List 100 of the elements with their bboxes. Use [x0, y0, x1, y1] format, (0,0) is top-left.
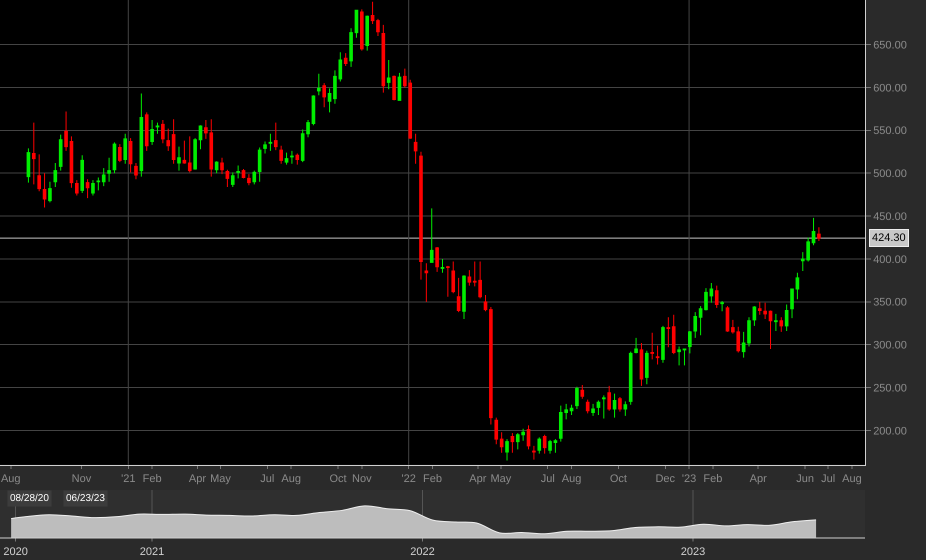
- candlestick: [430, 208, 434, 263]
- candlestick: [279, 145, 283, 164]
- candlestick: [156, 122, 160, 134]
- candlestick: [602, 394, 606, 419]
- candlestick: [618, 396, 622, 412]
- candlestick: [693, 312, 698, 338]
- candlestick: [209, 118, 214, 178]
- candlestick: [268, 133, 272, 152]
- candlestick: [263, 141, 267, 154]
- candlestick: [26, 148, 30, 184]
- candlestick: [424, 262, 428, 302]
- candlestick: [177, 146, 181, 172]
- text: 06/23/23: [66, 493, 106, 504]
- candlestick: [144, 112, 149, 152]
- candlestick: [472, 261, 477, 287]
- candlestick: [365, 14, 370, 52]
- candlestick: [118, 144, 122, 163]
- x-tick-label: May: [490, 473, 512, 485]
- candlestick: [586, 399, 590, 414]
- candlestick: [542, 434, 546, 454]
- candlestick: [247, 174, 251, 186]
- candlestick: [784, 304, 788, 332]
- candlestick: [284, 152, 288, 166]
- candlestick: [274, 122, 278, 151]
- candlestick: [58, 134, 63, 172]
- candlestick: [42, 172, 46, 208]
- candlestick: [720, 300, 724, 312]
- candlestick: [37, 154, 41, 192]
- candlestick: [150, 120, 154, 146]
- x-tick-label: 2020: [3, 546, 28, 558]
- x-tick-label: Jul: [540, 473, 555, 485]
- candlestick: [128, 138, 132, 173]
- candlestick: [612, 393, 616, 418]
- candlestick: [295, 153, 300, 166]
- candlestick: [290, 150, 294, 164]
- candlestick: [403, 68, 407, 88]
- x-tick-label: 2023: [680, 546, 706, 558]
- x-tick-label: Apr: [188, 473, 206, 485]
- y-tick-label: 450.00: [873, 210, 907, 223]
- x-tick-label: Feb: [142, 473, 162, 485]
- candlestick: [575, 386, 579, 410]
- y-tick-label: 650.00: [873, 39, 907, 52]
- candlestick: [32, 122, 36, 185]
- candlestick: [779, 316, 784, 332]
- candlestick: [188, 136, 192, 173]
- x-tick-label: Jul: [821, 473, 836, 485]
- y-tick-label: 300.00: [873, 340, 907, 352]
- candlestick: [419, 151, 423, 280]
- candlestick: [688, 330, 692, 354]
- candlestick: [526, 424, 530, 450]
- x-tick-label: Jun: [796, 473, 814, 485]
- x-tick-label: Feb: [703, 473, 722, 485]
- candlestick: [182, 140, 186, 164]
- x-tick-label: Jul: [260, 473, 274, 485]
- y-tick-label: 500.00: [873, 168, 907, 180]
- candlestick: [510, 432, 514, 454]
- candlestick: [258, 147, 262, 182]
- candlestick: [440, 258, 444, 274]
- candlestick: [172, 118, 176, 164]
- candlestick: [446, 265, 450, 298]
- x-tick-label: '23: [682, 473, 696, 485]
- x-tick-label: Aug: [281, 473, 301, 485]
- candlestick: [800, 252, 805, 272]
- candlestick: [75, 180, 79, 196]
- candlestick: [774, 313, 778, 332]
- candlestick: [456, 277, 460, 313]
- candlestick: [661, 325, 665, 364]
- candlestick: [591, 403, 595, 416]
- x-tick-label: Nov: [72, 473, 92, 485]
- x-tick-label: Apr: [750, 473, 768, 485]
- y-tick-label: 400.00: [873, 254, 907, 266]
- candlestick: [758, 301, 762, 316]
- y-tick-label: 600.00: [873, 82, 907, 94]
- x-tick-label: Dec: [655, 473, 676, 485]
- candlestick: [322, 82, 326, 108]
- x-tick-label: Aug: [842, 473, 862, 485]
- candlestick: [500, 432, 504, 454]
- candlestick: [628, 351, 633, 406]
- ref-line-label: 424.30: [872, 232, 906, 244]
- candlestick: [478, 261, 482, 299]
- candlestick: [360, 8, 364, 52]
- candlestick: [435, 246, 439, 272]
- candlestick: [242, 168, 246, 179]
- candlestick: [521, 428, 525, 442]
- candlestick: [96, 177, 100, 191]
- candlestick: [817, 226, 821, 242]
- y-tick-label: 200.00: [873, 425, 907, 438]
- candlestick: [140, 92, 144, 178]
- candlestick: [494, 417, 498, 445]
- candlestick: [580, 384, 584, 400]
- candlestick: [666, 316, 670, 348]
- candlestick: [230, 172, 235, 188]
- x-tick-label: 2022: [410, 546, 435, 558]
- y-tick-label: 550.00: [873, 125, 907, 138]
- candlestick: [252, 170, 256, 185]
- y-tick-label: 350.00: [873, 296, 907, 309]
- candlestick: [624, 400, 628, 416]
- candlestick: [672, 314, 676, 355]
- candlestick: [607, 385, 611, 412]
- candlestick: [80, 154, 84, 194]
